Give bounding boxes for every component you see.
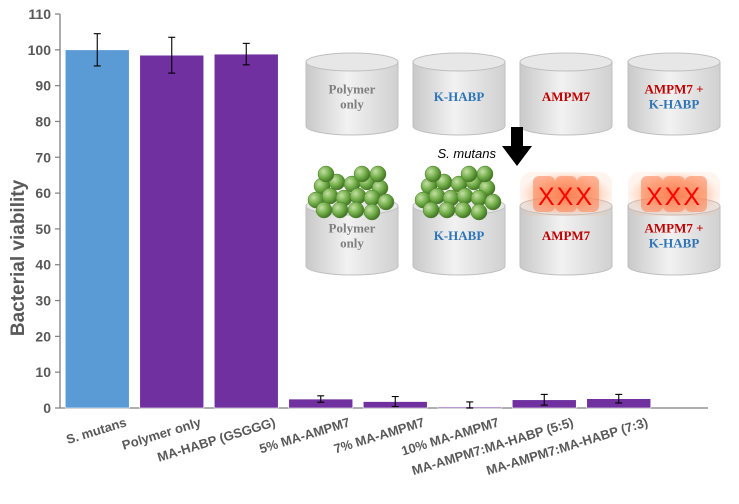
error-bar	[540, 393, 548, 406]
error-bar	[391, 395, 399, 408]
y-tick-label: 0	[43, 400, 51, 416]
y-tick-label: 80	[35, 113, 51, 129]
y-tick-label: 20	[35, 328, 51, 344]
dead-bacteria-icon: XXX	[628, 172, 720, 216]
well-label: Polymer	[329, 82, 376, 97]
bar	[64, 49, 130, 409]
y-tick-label: 50	[35, 221, 51, 237]
well-label: K-HABP	[434, 228, 485, 243]
well-label: Polymer	[329, 221, 376, 236]
error-bar	[242, 42, 250, 66]
y-tick-label: 60	[35, 185, 51, 201]
well-label: K-HABP	[649, 236, 700, 251]
well-label: K-HABP	[434, 89, 485, 104]
y-tick-label: 100	[28, 42, 52, 58]
error-bar	[168, 36, 176, 74]
well-label: only	[340, 236, 364, 251]
error-bar	[93, 33, 101, 67]
arrow-label: S. mutans	[437, 146, 496, 161]
bar	[139, 54, 205, 409]
well	[412, 52, 506, 136]
well	[305, 52, 399, 136]
well	[519, 52, 613, 136]
well	[627, 52, 721, 136]
error-bar	[615, 393, 623, 404]
y-tick-label: 10	[35, 364, 51, 380]
x-mark: XXX	[538, 183, 594, 211]
well-label: AMPM7 +	[644, 221, 703, 236]
y-tick-label: 110	[28, 6, 51, 22]
bacteria-cluster-icon	[414, 165, 502, 221]
well-label: AMPM7	[542, 89, 591, 104]
y-tick-label: 90	[35, 78, 51, 94]
y-tick-label: 30	[35, 293, 51, 309]
y-tick-label: 40	[35, 257, 51, 273]
well-label: AMPM7	[542, 228, 591, 243]
x-mark: XXX	[646, 183, 702, 211]
y-tick-label: 70	[35, 149, 51, 165]
down-arrow-icon	[502, 127, 532, 166]
dead-bacteria-icon: XXX	[520, 172, 612, 216]
y-axis-label: Bacterial viability	[8, 179, 29, 336]
well-label: AMPM7 +	[644, 82, 703, 97]
bacteria-cluster-icon	[307, 165, 395, 221]
well-label: K-HABP	[649, 97, 700, 112]
error-bar	[317, 395, 325, 403]
bar	[213, 53, 279, 409]
error-bar	[466, 401, 474, 409]
x-category-label: S. mutans	[64, 415, 128, 448]
well-label: only	[340, 97, 364, 112]
